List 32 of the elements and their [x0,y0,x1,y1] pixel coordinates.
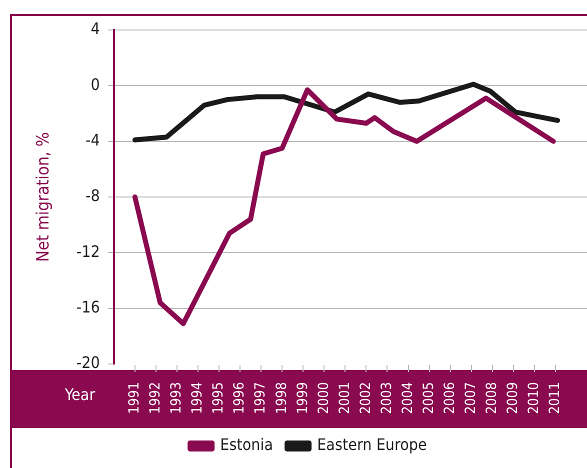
x-tick-label: 1996 [232,382,248,414]
y-tick-label: 4 [90,19,100,38]
x-tick-label: 1999 [294,382,311,414]
y-tick-label: -16 [76,297,100,316]
x-tick-label: 2001 [336,382,353,414]
x-tick-label: 1997 [252,382,269,414]
x-tick-label: 1998 [274,382,290,414]
x-tick-label: 2010 [526,382,542,414]
x-tick-label: 1994 [190,382,206,414]
x-tick-label: 2009 [505,382,522,414]
x-tick-label: 2006 [442,382,458,414]
legend-label: Eastern Europe [317,435,428,454]
x-tick-label: 2000 [316,382,332,414]
y-tick-label: 0 [90,74,100,94]
x-tick-label: 1995 [210,382,227,414]
x-tick-label: 1991 [126,382,143,414]
x-tick-label: 1992 [148,382,164,414]
y-tick-label: -20 [76,353,100,372]
x-tick-label: 1993 [168,382,185,414]
y-tick-label: -4 [86,130,100,150]
y-axis-title: Net migration, % [34,132,54,262]
x-tick-label: 2011 [547,382,564,414]
x-tick-label: 2008 [484,382,500,414]
y-tick-label: -8 [86,186,100,206]
x-tick-label: 2004 [400,382,416,414]
x-tick-label: 2002 [358,382,374,414]
x-tick-label: 2003 [378,382,395,414]
legend-label: Estonia [220,435,274,454]
y-tick-label: -12 [76,242,100,261]
x-tick-label: 2007 [462,382,479,414]
x-tick-label: 2005 [420,382,437,414]
x-axis-title: Year [64,385,96,404]
